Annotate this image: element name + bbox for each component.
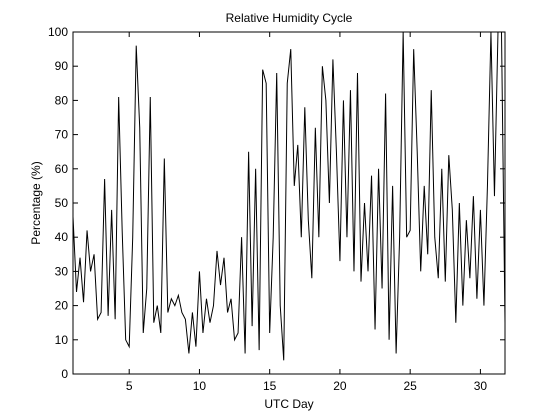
y-tick-label: 20	[55, 299, 69, 313]
data-line	[72, 31, 506, 361]
y-tick-label: 10	[55, 333, 69, 347]
y-tick-label: 100	[48, 25, 68, 39]
y-tick-label: 80	[55, 93, 69, 107]
x-tick-label: 10	[193, 379, 207, 393]
y-tick-label: 40	[55, 230, 69, 244]
x-axis-label: UTC Day	[264, 397, 313, 411]
x-tick-label: 15	[263, 379, 277, 393]
x-tick-label: 30	[474, 379, 488, 393]
y-tick-label: 90	[55, 59, 69, 73]
x-tick-label: 5	[126, 379, 133, 393]
y-tick-label: 60	[55, 162, 69, 176]
x-tick-label: 25	[403, 379, 417, 393]
x-tick-label: 20	[333, 379, 347, 393]
y-tick-label: 30	[55, 264, 69, 278]
y-tick-label: 50	[55, 196, 69, 210]
chart-title: Relative Humidity Cycle	[226, 11, 353, 25]
y-axis-label: Percentage (%)	[29, 161, 43, 244]
y-tick-label: 70	[55, 128, 69, 142]
y-tick-label: 0	[61, 367, 68, 381]
